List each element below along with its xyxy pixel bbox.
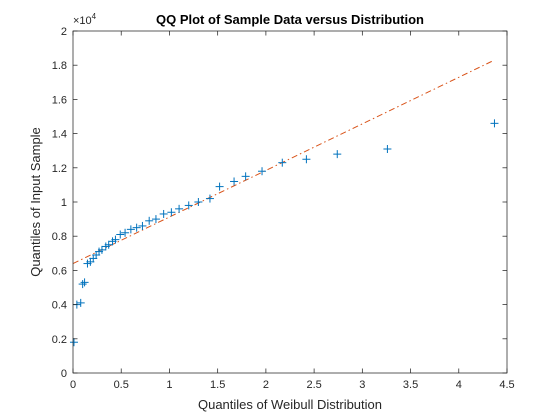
data-point [184,201,193,210]
y-tick-label: 2 [61,26,67,38]
x-tick-label: 2 [263,379,269,391]
y-axis-exponent-base: ×10 [73,15,92,27]
data-point [302,155,311,164]
y-tick-label: 1 [61,197,67,209]
data-point [69,338,78,347]
data-point [126,225,135,234]
y-tick-label: 0.8 [52,231,67,243]
data-point [383,144,392,153]
x-tick-label: 1.5 [210,379,225,391]
y-tick-label: 0.4 [52,300,67,312]
x-tick-label: 0 [70,379,76,391]
data-point [230,177,239,186]
y-tick-label: 1.4 [52,129,67,141]
x-tick-label: 3 [359,379,365,391]
data-point [76,298,85,307]
data-point [194,198,203,206]
y-tick-label: 0.6 [52,265,67,277]
axes-layer: 0 0.5 1 1.5 2 2.5 3 3.5 4 4.5 0 0.2 0.4 0.6 0.8 1 1.2 1.4… [52,26,515,391]
data-point [258,167,267,176]
data-point [205,194,214,203]
x-tick-label: 4.5 [499,379,514,391]
data-point [167,208,176,217]
data-point [121,228,130,237]
data-point [132,223,141,232]
data-point [278,158,287,167]
y-tick-label: 1.8 [52,60,67,72]
x-tick-label: 3.5 [403,379,418,391]
x-tick-label: 2.5 [306,379,321,391]
data-layer [69,59,499,347]
reference-line [72,59,495,265]
data-point [78,280,87,289]
data-point [175,204,184,213]
y-tick-label: 1.2 [52,163,67,175]
data-point [97,245,106,254]
data-point [241,172,250,181]
data-point [159,209,168,218]
x-tick-label: 4 [456,379,462,391]
data-point [490,119,499,128]
data-point [116,230,125,239]
data-point [333,150,342,159]
x-axis-label: Quantiles of Weibull Distribution [198,397,382,412]
chart-title: QQ Plot of Sample Data versus Distributi… [156,12,424,27]
x-tick-label: 0.5 [114,379,129,391]
y-axis-exponent-power: 4 [92,12,97,21]
y-axis-exponent: ×104 [73,12,97,27]
y-tick-label: 1.6 [52,94,67,106]
data-point [138,221,147,230]
data-point [104,240,113,249]
data-point [215,182,224,191]
y-tick-label: 0.2 [52,334,67,346]
data-point [151,215,160,224]
data-point [145,216,154,225]
data-point [111,235,120,244]
y-tick-label: 0 [61,368,67,380]
data-point [80,278,89,287]
y-axis-label: Quantiles of Input Sample [28,127,43,277]
x-tick-label: 1 [166,379,172,391]
plot-area [73,31,507,373]
